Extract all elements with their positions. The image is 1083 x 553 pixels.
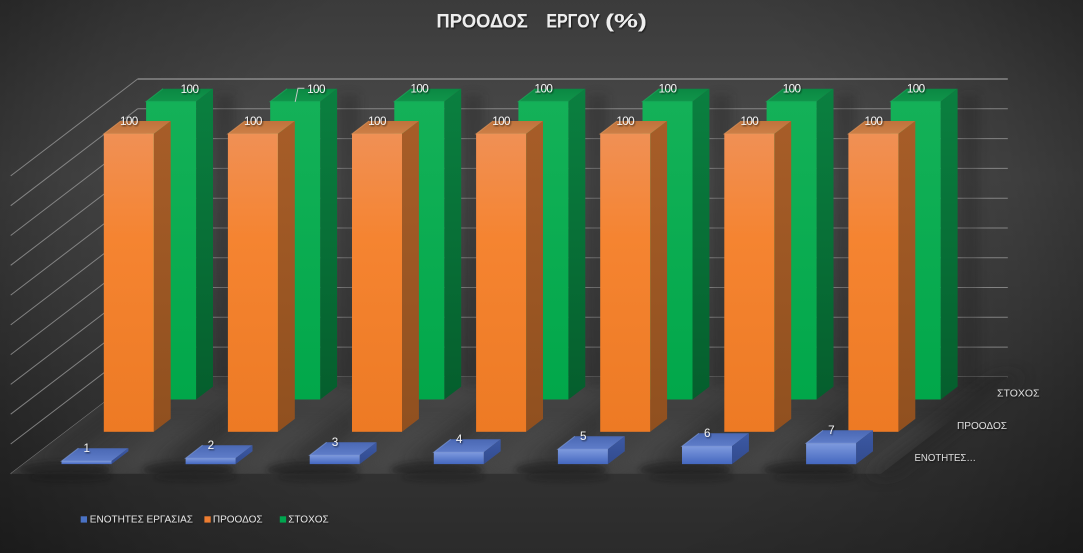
svg-text:3: 3	[332, 436, 338, 449]
svg-text:7: 7	[828, 424, 834, 437]
svg-text:6: 6	[704, 427, 710, 440]
svg-text:100: 100	[740, 115, 759, 128]
svg-text:ΕΝΟΤΗΤΕΣ…: ΕΝΟΤΗΤΕΣ…	[915, 453, 977, 464]
svg-text:ΠΡΟΟΔΟΣ: ΠΡΟΟΔΟΣ	[957, 421, 1007, 432]
svg-text:ΠΡΟΟΔΟΣ: ΠΡΟΟΔΟΣ	[213, 515, 263, 526]
svg-text:100: 100	[535, 83, 554, 96]
svg-text:100: 100	[244, 115, 263, 128]
svg-text:100: 100	[659, 83, 678, 96]
svg-text:100: 100	[783, 83, 802, 96]
svg-text:100: 100	[492, 115, 511, 128]
svg-text:100: 100	[368, 115, 387, 128]
svg-text:100: 100	[865, 115, 884, 128]
svg-text:100: 100	[907, 83, 926, 96]
svg-text:(%): (%)	[605, 11, 647, 32]
svg-text:100: 100	[307, 83, 326, 96]
svg-text:5: 5	[580, 430, 587, 443]
svg-text:ΣΤΟΧΟΣ: ΣΤΟΧΟΣ	[997, 389, 1040, 400]
svg-text:100: 100	[616, 115, 635, 128]
svg-text:100: 100	[181, 83, 200, 96]
svg-text:2: 2	[208, 439, 214, 452]
svg-text:ΕΡΓΟΥ: ΕΡΓΟΥ	[546, 11, 600, 32]
svg-text:100: 100	[120, 115, 139, 128]
svg-text:ΕΝΟΤΗΤΕΣ ΕΡΓΑΣΙΑΣ: ΕΝΟΤΗΤΕΣ ΕΡΓΑΣΙΑΣ	[90, 515, 193, 526]
svg-text:ΣΤΟΧΟΣ: ΣΤΟΧΟΣ	[288, 515, 329, 526]
svg-text:4: 4	[456, 433, 463, 446]
svg-text:ΠΡΟΟΔΟΣ: ΠΡΟΟΔΟΣ	[437, 11, 528, 32]
svg-text:1: 1	[84, 442, 90, 455]
svg-text:100: 100	[410, 83, 429, 96]
